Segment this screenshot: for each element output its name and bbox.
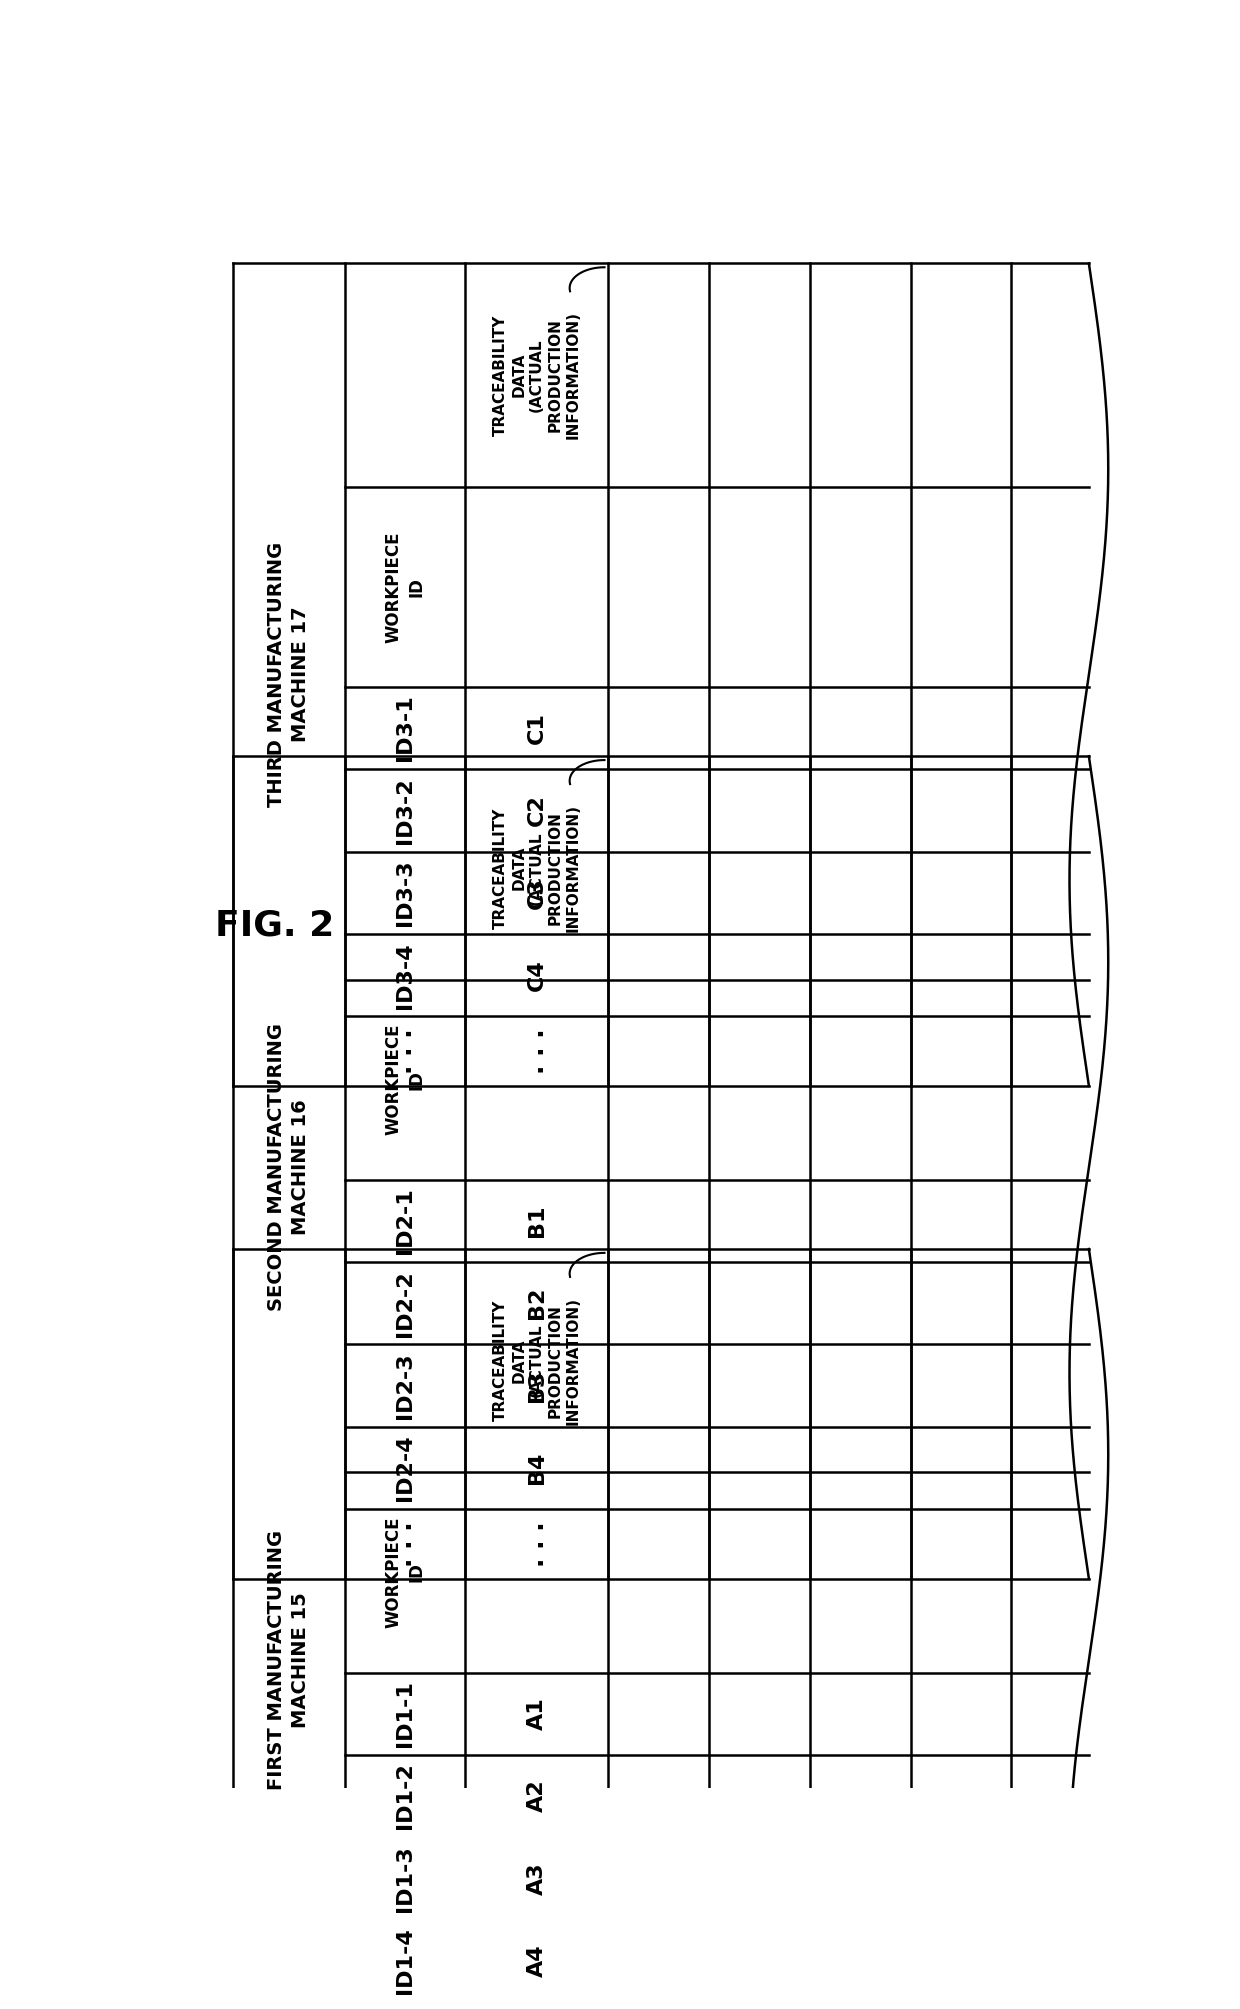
Text: . . .: . . . bbox=[393, 1521, 417, 1567]
Text: ID1-1: ID1-1 bbox=[394, 1680, 415, 1748]
Text: C1: C1 bbox=[527, 711, 547, 743]
Text: ID3-2: ID3-2 bbox=[394, 777, 415, 844]
Text: C4: C4 bbox=[527, 960, 547, 990]
Text: ID1-4: ID1-4 bbox=[394, 1927, 415, 1995]
Text: B4: B4 bbox=[527, 1453, 547, 1485]
Text: THIRD MANUFACTURING
MACHINE 17: THIRD MANUFACTURING MACHINE 17 bbox=[268, 542, 310, 808]
Text: SECOND MANUFACTURING
MACHINE 16: SECOND MANUFACTURING MACHINE 16 bbox=[268, 1023, 310, 1312]
Text: WORKPIECE
ID: WORKPIECE ID bbox=[384, 1517, 425, 1627]
Text: ID2-3: ID2-3 bbox=[394, 1352, 415, 1418]
Text: C3: C3 bbox=[527, 878, 547, 908]
Text: ID2-1: ID2-1 bbox=[394, 1187, 415, 1254]
Text: TRACEABILITY
DATA
(ACTUAL
PRODUCTION
INFORMATION): TRACEABILITY DATA (ACTUAL PRODUCTION INF… bbox=[494, 311, 580, 440]
Text: WORKPIECE
ID: WORKPIECE ID bbox=[384, 530, 425, 643]
Text: TRACEABILITY
DATA
(ACTUAL
PRODUCTION
INFORMATION): TRACEABILITY DATA (ACTUAL PRODUCTION INF… bbox=[494, 1296, 580, 1424]
Text: ID3-1: ID3-1 bbox=[394, 695, 415, 761]
Text: ID3-3: ID3-3 bbox=[394, 860, 415, 926]
Text: . . .: . . . bbox=[393, 1029, 417, 1075]
Text: A3: A3 bbox=[527, 1862, 547, 1894]
Text: C2: C2 bbox=[527, 796, 547, 826]
Text: . . .: . . . bbox=[525, 1029, 548, 1075]
Text: ID2-2: ID2-2 bbox=[394, 1270, 415, 1336]
Text: ID1-2: ID1-2 bbox=[394, 1762, 415, 1830]
Text: FIG. 2: FIG. 2 bbox=[216, 908, 335, 942]
Text: A4: A4 bbox=[527, 1945, 547, 1977]
Text: ID2-4: ID2-4 bbox=[394, 1434, 415, 1501]
Text: WORKPIECE
ID: WORKPIECE ID bbox=[384, 1025, 425, 1135]
Text: B1: B1 bbox=[527, 1205, 547, 1238]
Text: B3: B3 bbox=[527, 1370, 547, 1402]
Text: ID1-3: ID1-3 bbox=[394, 1844, 415, 1913]
Text: TRACEABILITY
DATA
(ACTUAL
PRODUCTION
INFORMATION): TRACEABILITY DATA (ACTUAL PRODUCTION INF… bbox=[494, 804, 580, 932]
Text: . . .: . . . bbox=[525, 1521, 548, 1567]
Text: A1: A1 bbox=[527, 1698, 547, 1730]
Text: ID3-4: ID3-4 bbox=[394, 942, 415, 1009]
Text: FIRST MANUFACTURING
MACHINE 15: FIRST MANUFACTURING MACHINE 15 bbox=[268, 1531, 310, 1790]
Text: B2: B2 bbox=[527, 1288, 547, 1320]
Text: A2: A2 bbox=[527, 1780, 547, 1812]
